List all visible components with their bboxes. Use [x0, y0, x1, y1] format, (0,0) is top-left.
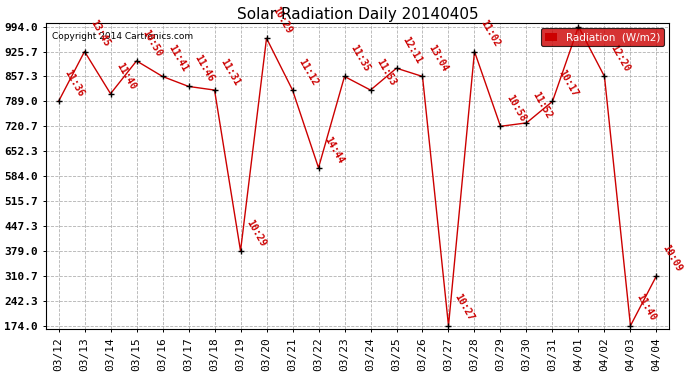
Text: 11:12: 11:12 — [297, 57, 320, 87]
Text: 11:36: 11:36 — [63, 68, 86, 99]
Text: 11:52: 11:52 — [531, 90, 554, 120]
Text: 11:53: 11:53 — [375, 57, 398, 87]
Text: 11:31: 11:31 — [219, 57, 242, 87]
Text: 14:44: 14:44 — [323, 135, 346, 165]
Text: 10:17: 10:17 — [557, 68, 580, 99]
Text: 13:04: 13:04 — [426, 43, 450, 74]
Text: Copyright 2014 Cartronics.com: Copyright 2014 Cartronics.com — [52, 32, 193, 41]
Text: 11:02: 11:02 — [479, 18, 502, 49]
Title: Solar Radiation Daily 20140405: Solar Radiation Daily 20140405 — [237, 7, 478, 22]
Text: 10:27: 10:27 — [453, 292, 476, 323]
Text: 12:11: 12:11 — [401, 35, 424, 65]
Legend: Radiation  (W/m2): Radiation (W/m2) — [541, 28, 664, 46]
Text: 12:20: 12:20 — [609, 43, 632, 74]
Text: 11:46: 11:46 — [193, 53, 216, 84]
Text: 13:45: 13:45 — [89, 18, 112, 49]
Text: 10:29: 10:29 — [245, 218, 268, 248]
Text: 10:58: 10:58 — [504, 93, 528, 123]
Text: 11:40: 11:40 — [115, 60, 138, 91]
Text: 11:35: 11:35 — [348, 43, 372, 74]
Text: 10:29: 10:29 — [270, 5, 294, 36]
Text: 11:41: 11:41 — [167, 43, 190, 74]
Text: 10:09: 10:09 — [660, 243, 684, 273]
Text: 11:40: 11:40 — [635, 292, 658, 323]
Text: 10:50: 10:50 — [141, 28, 164, 58]
